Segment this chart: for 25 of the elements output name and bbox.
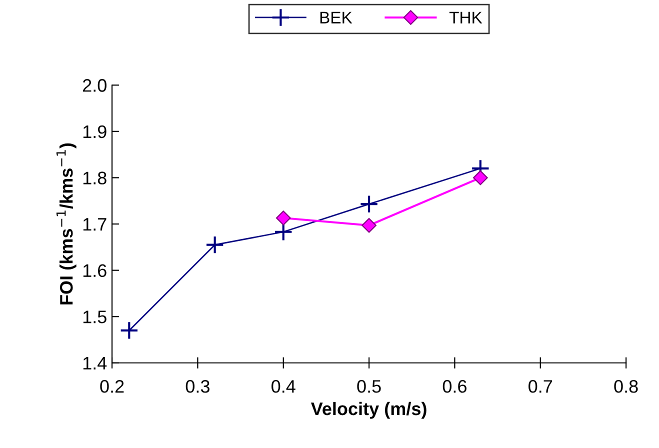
x-axis-title: Velocity (m/s) [310,402,426,419]
legend-label: THK [449,12,482,24]
x-tick-label: 0.2 [100,380,124,393]
x-tick-label: 0.7 [528,380,552,393]
point [274,222,293,242]
x-tick-label: 0.6 [442,380,466,393]
point [472,170,488,186]
y-tick-label: 1.6 [83,264,106,278]
point [205,235,224,254]
y-tick-label: 1.7 [83,218,106,231]
y-axis-title: FOI (kms$^{−1}$/kms$^{−1}$) [56,143,76,304]
y-tick-label: 2.0 [82,79,106,92]
y-tick-label: 1.5 [83,310,106,324]
x-tick-label: 0.3 [186,380,210,393]
y-tick-label: 1.9 [83,125,106,138]
y-tick-label: 1.4 [83,357,107,370]
x-tick-label: 0.5 [357,380,381,393]
x-tick-label: 0.4 [272,380,296,393]
y-tick-label: 1.8 [83,172,106,184]
x-tick-label: 0.8 [614,380,638,393]
point [276,210,291,226]
point [362,218,376,233]
legend-label: BEK [320,12,352,24]
point [360,194,378,214]
point [120,321,139,340]
